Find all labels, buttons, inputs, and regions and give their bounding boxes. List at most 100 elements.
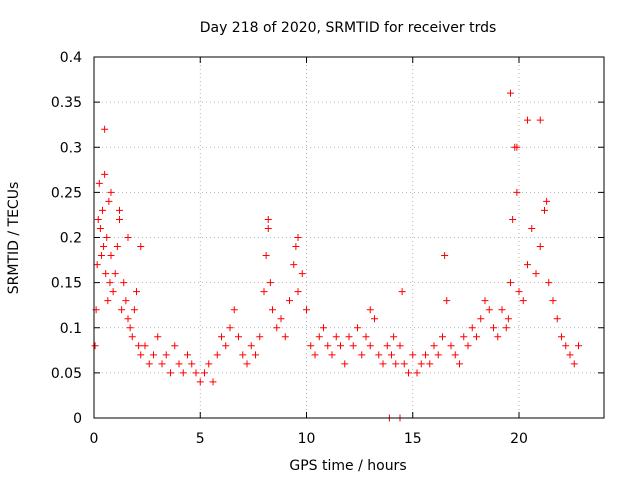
data-point <box>362 333 370 341</box>
data-point <box>566 351 574 359</box>
data-point <box>230 306 238 314</box>
data-point <box>97 252 105 260</box>
data-point <box>303 306 310 314</box>
x-axis-label: GPS time / hours <box>289 458 406 474</box>
y-axis-label: SRMTID / TECUs <box>6 182 22 295</box>
data-point <box>281 333 289 341</box>
data-point <box>262 252 270 260</box>
data-point <box>405 369 412 377</box>
y-tick-label: 0.3 <box>60 140 82 156</box>
data-point <box>294 234 302 241</box>
data-point <box>398 288 406 296</box>
data-point <box>205 360 213 368</box>
data-point <box>451 351 459 359</box>
data-point <box>553 315 561 323</box>
data-point <box>426 360 434 368</box>
data-point <box>375 351 383 359</box>
data-point <box>111 270 119 278</box>
data-point <box>105 197 113 205</box>
axis-ticks: 0 5 10 15 20 0 0.05 0.1 0.15 0.2 0.25 0.3 0.35 0.4 <box>51 50 604 447</box>
data-point <box>99 206 106 214</box>
x-tick-label: 15 <box>404 431 422 447</box>
data-point <box>430 342 438 350</box>
data-point <box>349 342 357 350</box>
data-point <box>464 342 472 350</box>
data-point <box>434 351 442 359</box>
data-point <box>498 306 506 314</box>
data-point <box>235 333 242 341</box>
data-point <box>101 170 109 178</box>
data-point <box>443 297 451 305</box>
x-tick-label: 5 <box>196 431 205 447</box>
data-point <box>441 252 449 260</box>
data-point <box>213 351 221 359</box>
data-point <box>409 351 417 359</box>
data-point <box>515 288 523 296</box>
data-point <box>509 215 517 223</box>
y-tick-label: 0.35 <box>51 95 82 111</box>
data-point <box>122 297 130 305</box>
data-point <box>128 333 136 341</box>
y-tick-label: 0.4 <box>60 50 82 66</box>
data-point <box>390 333 398 341</box>
data-point <box>107 188 115 196</box>
data-point <box>468 324 476 332</box>
data-point <box>145 360 153 368</box>
grid-lines <box>94 57 604 418</box>
data-point <box>192 369 200 377</box>
data-point <box>400 360 408 368</box>
data-point <box>345 333 353 341</box>
data-point <box>101 125 109 133</box>
data-point <box>320 324 327 332</box>
data-point <box>120 279 128 287</box>
data-point <box>575 342 582 350</box>
data-point <box>273 324 281 332</box>
data-point <box>307 342 315 350</box>
data-point <box>519 297 527 305</box>
y-tick-label: 0.1 <box>60 321 82 337</box>
data-point <box>337 342 344 350</box>
data-point <box>311 351 319 359</box>
data-point <box>277 315 285 323</box>
data-point <box>328 351 336 359</box>
data-point <box>513 143 521 151</box>
data-point <box>396 342 404 350</box>
data-point <box>507 279 514 287</box>
data-point <box>126 324 134 332</box>
data-point <box>175 360 183 368</box>
data-point <box>218 333 225 341</box>
data-point <box>473 333 480 341</box>
data-point <box>485 306 493 314</box>
data-point <box>247 342 255 350</box>
data-point <box>447 342 455 350</box>
data-point <box>290 261 298 269</box>
data-point <box>570 360 578 368</box>
data-point <box>264 224 272 232</box>
data-point <box>184 351 191 359</box>
data-point <box>417 360 425 368</box>
x-tick-label: 10 <box>298 431 316 447</box>
data-point <box>133 288 140 296</box>
x-tick-label: 0 <box>90 431 99 447</box>
data-point <box>532 270 540 278</box>
data-point <box>490 324 497 332</box>
data-point <box>196 378 204 386</box>
data-point <box>266 279 274 287</box>
data-point <box>332 333 340 341</box>
data-point <box>158 360 166 368</box>
data-point <box>341 360 349 368</box>
data-point <box>379 360 387 368</box>
data-point <box>269 306 276 314</box>
data-point <box>171 342 179 350</box>
data-point <box>286 297 293 305</box>
data-point <box>94 215 102 223</box>
data-point <box>507 89 514 97</box>
data-point <box>150 351 157 359</box>
data-point <box>222 342 230 350</box>
data-point <box>358 351 366 359</box>
data-point <box>116 215 123 223</box>
data-point <box>107 252 115 260</box>
data-point <box>226 324 234 332</box>
data-point <box>256 333 264 341</box>
